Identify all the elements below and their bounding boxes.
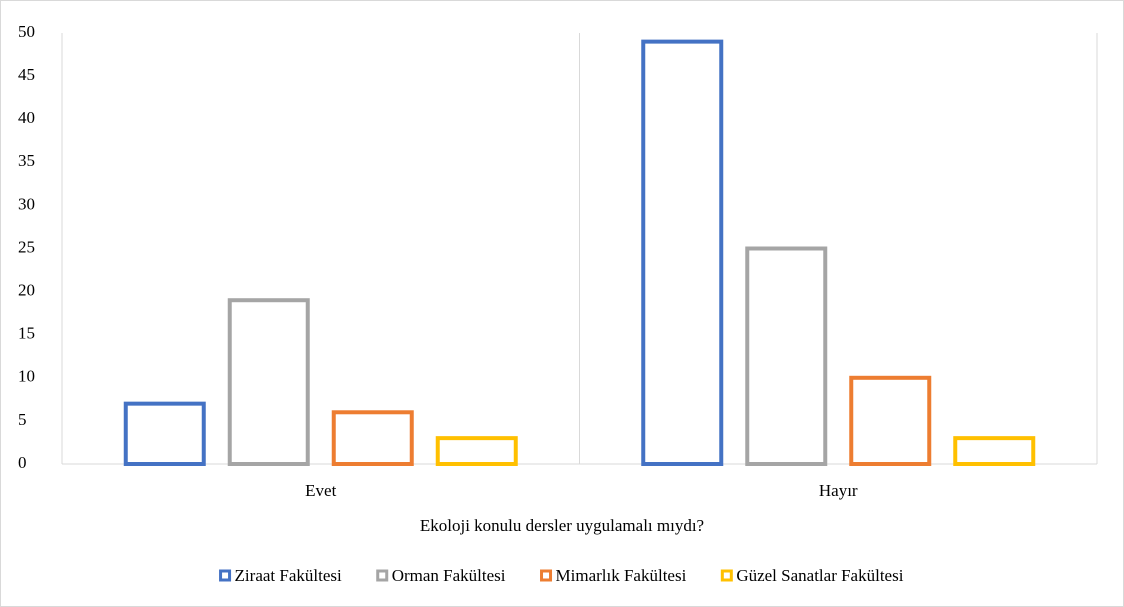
y-tick-label: 15 [18, 324, 35, 343]
legend-label: Güzel Sanatlar Fakültesi [736, 566, 903, 585]
y-tick-label: 50 [18, 22, 35, 41]
legend-swatch [219, 569, 232, 582]
bar [331, 410, 414, 466]
x-tick-label: Hayır [819, 481, 858, 500]
bar [953, 436, 1036, 467]
y-tick-label: 25 [18, 237, 35, 256]
x-tick-label: Evet [305, 481, 336, 500]
y-tick-label: 35 [18, 151, 35, 170]
y-tick-label: 10 [18, 367, 35, 386]
bar [227, 298, 310, 466]
legend-label: Mimarlık Fakültesi [556, 566, 687, 585]
y-tick-label: 5 [18, 410, 27, 429]
legend-label: Orman Fakültesi [392, 566, 506, 585]
y-tick-label: 40 [18, 108, 35, 127]
legend-swatch [376, 569, 389, 582]
bar [123, 401, 206, 467]
legend-swatch [720, 569, 733, 582]
y-tick-label: 30 [18, 194, 35, 213]
y-tick-label: 20 [18, 281, 35, 300]
y-tick-label: 0 [18, 453, 27, 472]
bar [849, 375, 932, 466]
legend-label: Ziraat Fakültesi [235, 566, 342, 585]
bar [641, 39, 724, 467]
bar [745, 246, 828, 466]
legend-swatch [540, 569, 553, 582]
x-axis-title: Ekoloji konulu dersler uygulamalı mıydı? [420, 516, 704, 535]
bar [435, 436, 518, 467]
y-tick-label: 45 [18, 65, 35, 84]
